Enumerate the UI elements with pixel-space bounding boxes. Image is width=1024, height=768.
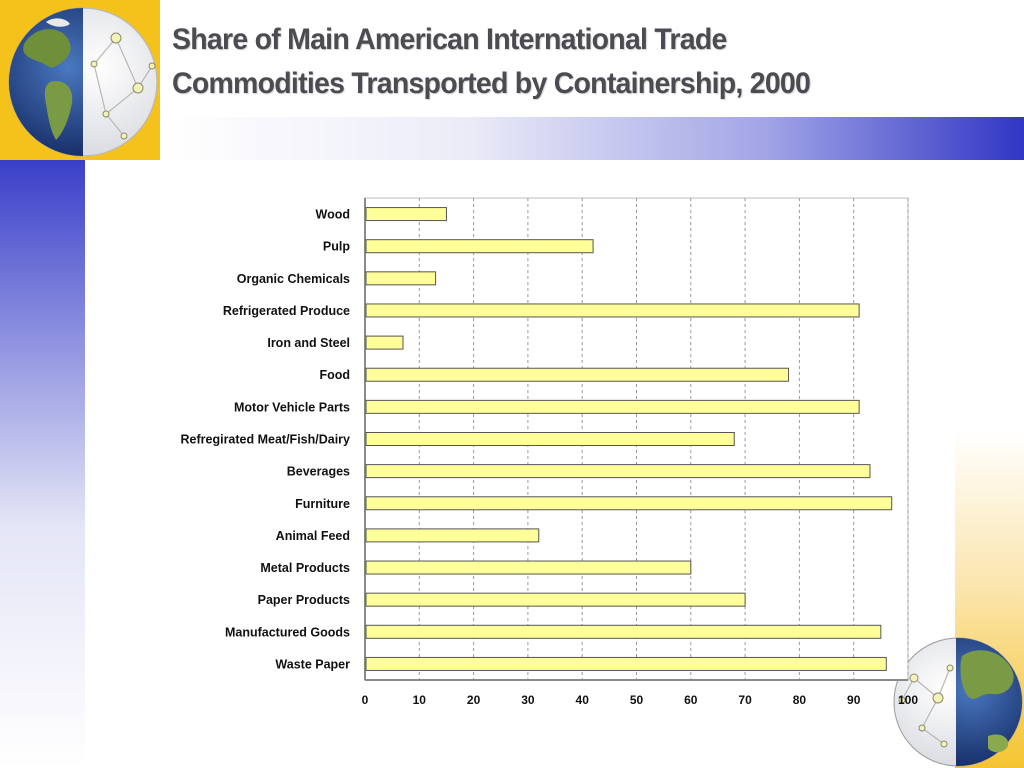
x-tick-label: 0 [362,693,369,707]
bar [365,528,540,543]
category-label: Animal Feed [276,529,350,543]
x-tick-label: 30 [521,693,535,707]
page-title: Share of Main American International Tra… [172,18,932,106]
bar [365,399,860,414]
category-label: Waste Paper [275,657,350,671]
category-label: Organic Chemicals [237,272,350,286]
bar [365,624,882,639]
bar [365,367,790,382]
x-tick-label: 90 [847,693,861,707]
x-tick-label: 20 [467,693,481,707]
title-line-2: Commodities Transported by Containership… [172,67,811,100]
bar [365,335,404,350]
globe-network-icon [893,637,1023,767]
bar [365,592,746,607]
category-label: Motor Vehicle Parts [234,400,350,414]
globe-network-icon [8,7,158,157]
category-label: Manufactured Goods [225,625,350,639]
category-label: Refrigerated Produce [223,304,350,318]
x-tick-label: 40 [576,693,590,707]
category-label: Furniture [295,497,350,511]
bar [365,560,692,575]
category-label: Beverages [287,465,350,479]
top-gradient-band [160,117,1024,160]
bar-chart: Wood Pulp Organic Chemicals Refrigerated Pr… [181,197,918,707]
left-gradient-band [0,160,85,768]
category-label: Food [319,368,350,382]
bar [365,207,447,222]
x-tick-label: 70 [738,693,752,707]
category-label: Wood [316,208,350,222]
bar [365,464,871,479]
bar [365,656,887,671]
category-label: Paper Products [258,593,350,607]
x-tick-label: 80 [793,693,807,707]
title-line-1: Share of Main American International Tra… [172,23,727,56]
bar [365,239,594,254]
bar [365,303,860,318]
category-label: Metal Products [260,561,350,575]
bar [365,496,893,511]
category-label: Iron and Steel [267,336,350,350]
bar [365,432,735,446]
category-label: Pulp [323,240,350,254]
x-tick-label: 60 [684,693,698,707]
x-tick-label: 10 [413,693,427,707]
x-tick-label: 50 [630,693,644,707]
x-tick-label: 100 [898,693,918,707]
bar [365,271,437,286]
category-label: Refregirated Meat/Fish/Dairy [181,433,351,447]
